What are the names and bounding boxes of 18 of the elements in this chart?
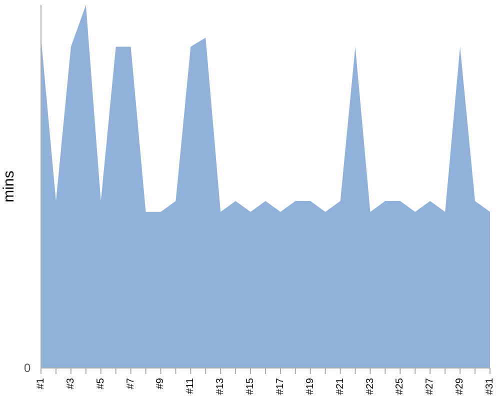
- x-tick-label: #21: [334, 378, 346, 395]
- x-tick-label: #5: [95, 378, 106, 390]
- x-tick-label: #29: [454, 378, 466, 395]
- x-tick-label: #9: [155, 378, 166, 390]
- x-tick-label: #3: [65, 378, 76, 390]
- x-tick-label: #11: [185, 378, 196, 394]
- x-tick-label: #1: [36, 378, 46, 390]
- x-tick-label: #31: [484, 378, 496, 395]
- x-tick-label: #19: [304, 378, 316, 395]
- x-tick-label: #25: [394, 378, 406, 395]
- x-tick-label: #7: [125, 378, 136, 390]
- x-tick-label: #15: [245, 378, 256, 395]
- x-tick-label: #17: [274, 378, 286, 395]
- text: 0: [24, 361, 31, 375]
- x-tick-label: #27: [424, 378, 436, 395]
- x-tick-label: #23: [364, 378, 376, 395]
- x-tick-label: #13: [215, 378, 226, 395]
- y-axis-title: mins: [0, 170, 18, 202]
